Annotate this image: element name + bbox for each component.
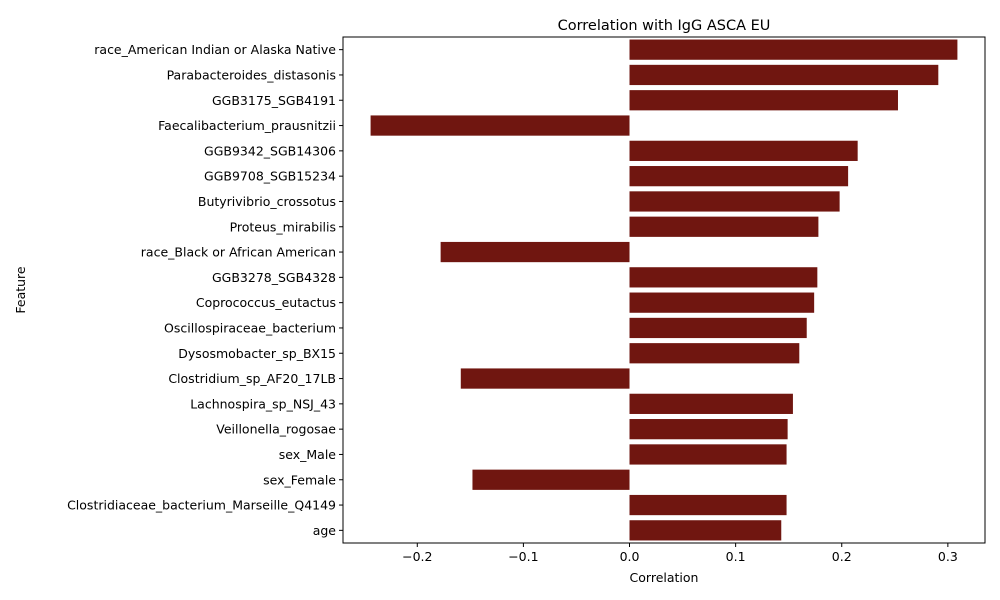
bar-race-american-indian-or-alaska-native <box>629 39 958 60</box>
bars-group <box>370 39 958 541</box>
bar-sex-male <box>629 444 787 465</box>
y-tick-label: GGB3278_SGB4328 <box>212 270 336 285</box>
plot-frame <box>342 36 986 544</box>
y-tick-label: race_American Indian or Alaska Native <box>94 42 336 57</box>
y-tick-label: Dysosmobacter_sp_BX15 <box>178 346 336 361</box>
bar-faecalibacterium-prausnitzii <box>370 115 630 136</box>
bar-ggb9342-sgb14306 <box>629 140 858 161</box>
y-axis-label: Feature <box>13 266 28 314</box>
bar-ggb9708-sgb15234 <box>629 166 849 187</box>
bar-clostridium-sp-af20-17lb <box>460 368 630 389</box>
x-tick-label: −0.2 <box>402 549 432 564</box>
bar-parabacteroides-distasonis <box>629 64 939 86</box>
y-tick-label: GGB3175_SGB4191 <box>212 93 336 108</box>
bar-proteus-mirabilis <box>629 216 819 237</box>
y-tick-label: sex_Female <box>263 472 336 487</box>
bar-clostridiaceae-bacterium-marseille-q4149 <box>629 494 787 516</box>
x-tick-label: 0.3 <box>938 549 958 564</box>
bar-veillonella-rogosae <box>629 419 788 440</box>
y-tick-label: Lachnospira_sp_NSJ_43 <box>190 396 336 411</box>
y-tick-label: race_Black or African American <box>141 245 336 260</box>
y-tick-label: sex_Male <box>279 447 337 462</box>
y-tick-label: Veillonella_rogosae <box>216 422 336 437</box>
bar-dysosmobacter-sp-bx15 <box>629 343 800 364</box>
y-tick-label: Clostridiaceae_bacterium_Marseille_Q4149 <box>67 498 336 513</box>
bar-lachnospira-sp-nsj-43 <box>629 393 793 414</box>
y-tick-label: GGB9708_SGB15234 <box>204 169 336 184</box>
y-tick-label: Coprococcus_eutactus <box>196 295 336 310</box>
y-tick-label: Clostridium_sp_AF20_17LB <box>168 371 336 386</box>
y-tick-label: Faecalibacterium_prausnitzii <box>158 118 336 133</box>
bar-oscillospiraceae-bacterium <box>629 317 807 339</box>
y-tick-label: age <box>313 523 337 538</box>
bar-ggb3278-sgb4328 <box>629 267 818 288</box>
x-tick-label: −0.1 <box>508 549 538 564</box>
chart-title: Correlation with IgG ASCA EU <box>558 18 771 34</box>
y-tick-label: Oscillospiraceae_bacterium <box>164 320 336 335</box>
bar-butyrivibrio-crossotus <box>629 191 840 212</box>
x-tick-label: 0.2 <box>832 549 852 564</box>
bar-coprococcus-eutactus <box>629 292 815 313</box>
y-tick-label: Proteus_mirabilis <box>230 219 336 234</box>
x-tick-label: 0.0 <box>620 549 640 564</box>
y-tick-label: GGB9342_SGB14306 <box>204 143 336 158</box>
bar-race-black-or-african-american <box>440 241 630 263</box>
x-axis-label: Correlation <box>630 570 699 585</box>
x-tick-labels: −0.2 −0.1 0.0 0.1 0.2 0.3 <box>402 543 958 564</box>
y-tick-labels: race_American Indian or Alaska Native Par… <box>67 42 343 538</box>
y-tick-label: Butyrivibrio_crossotus <box>198 194 336 209</box>
y-tick-label: Parabacteroides_distasonis <box>167 67 336 82</box>
bar-ggb3175-sgb4191 <box>629 90 898 111</box>
x-tick-label: 0.1 <box>726 549 746 564</box>
bar-age <box>629 520 782 541</box>
bar-sex-female <box>472 469 630 490</box>
